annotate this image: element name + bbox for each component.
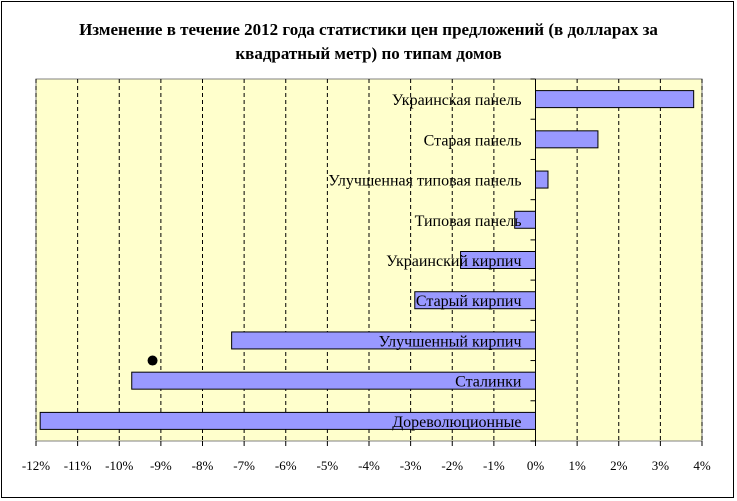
category-label: Дореволюционные xyxy=(392,414,521,431)
x-tick-label: 3% xyxy=(652,458,670,473)
category-label: Типовая панель xyxy=(415,213,522,230)
x-tick-label: 0% xyxy=(527,458,545,473)
bar xyxy=(535,130,599,149)
bar xyxy=(535,170,549,189)
category-label: Старый кирпич xyxy=(416,293,522,310)
x-tick-label: -9% xyxy=(150,458,172,473)
x-tick-label: 2% xyxy=(610,458,628,473)
chart-title: Изменение в течение 2012 года статистики… xyxy=(79,20,658,63)
category-label: Украинская панель xyxy=(392,92,522,109)
category-label: Улучшенная типовая панель xyxy=(328,173,521,190)
bar xyxy=(535,90,695,109)
x-tick-label: -8% xyxy=(192,458,214,473)
category-label: Старая панель xyxy=(424,132,522,149)
annotation-dot xyxy=(147,355,158,366)
x-tick-label: -7% xyxy=(233,458,255,473)
category-label: Украинский кирпич xyxy=(386,253,521,270)
category-label: Улучшенный кирпич xyxy=(379,333,522,350)
x-tick-label: -10% xyxy=(105,458,133,473)
x-tick-label: -1% xyxy=(483,458,505,473)
x-tick-label: 4% xyxy=(693,458,711,473)
x-tick-label: -12% xyxy=(22,458,50,473)
x-tick-label: -2% xyxy=(441,458,463,473)
x-tick-label: -11% xyxy=(64,458,92,473)
x-tick-label: 1% xyxy=(568,458,586,473)
x-tick-label: -4% xyxy=(358,458,380,473)
x-tick-label: -3% xyxy=(400,458,422,473)
category-label: Сталинки xyxy=(455,374,522,391)
x-tick-label: -5% xyxy=(317,458,339,473)
x-tick-label: -6% xyxy=(275,458,297,473)
